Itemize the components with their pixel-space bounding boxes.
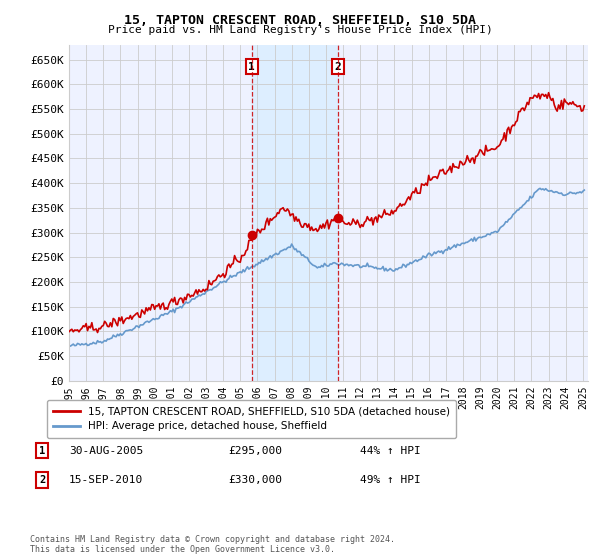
Legend: 15, TAPTON CRESCENT ROAD, SHEFFIELD, S10 5DA (detached house), HPI: Average pric: 15, TAPTON CRESCENT ROAD, SHEFFIELD, S10…	[47, 400, 456, 438]
Text: £295,000: £295,000	[228, 446, 282, 456]
Bar	[252, 45, 338, 381]
Text: 2: 2	[39, 475, 45, 485]
Text: 1: 1	[39, 446, 45, 456]
Text: 44% ↑ HPI: 44% ↑ HPI	[360, 446, 421, 456]
Text: 2: 2	[335, 62, 341, 72]
Text: 15-SEP-2010: 15-SEP-2010	[69, 475, 143, 485]
Text: Price paid vs. HM Land Registry's House Price Index (HPI): Price paid vs. HM Land Registry's House …	[107, 25, 493, 35]
Text: 49% ↑ HPI: 49% ↑ HPI	[360, 475, 421, 485]
Text: 1: 1	[248, 62, 255, 72]
Text: £330,000: £330,000	[228, 475, 282, 485]
Text: 15, TAPTON CRESCENT ROAD, SHEFFIELD, S10 5DA: 15, TAPTON CRESCENT ROAD, SHEFFIELD, S10…	[124, 14, 476, 27]
Text: Contains HM Land Registry data © Crown copyright and database right 2024.
This d: Contains HM Land Registry data © Crown c…	[30, 535, 395, 554]
Text: 30-AUG-2005: 30-AUG-2005	[69, 446, 143, 456]
